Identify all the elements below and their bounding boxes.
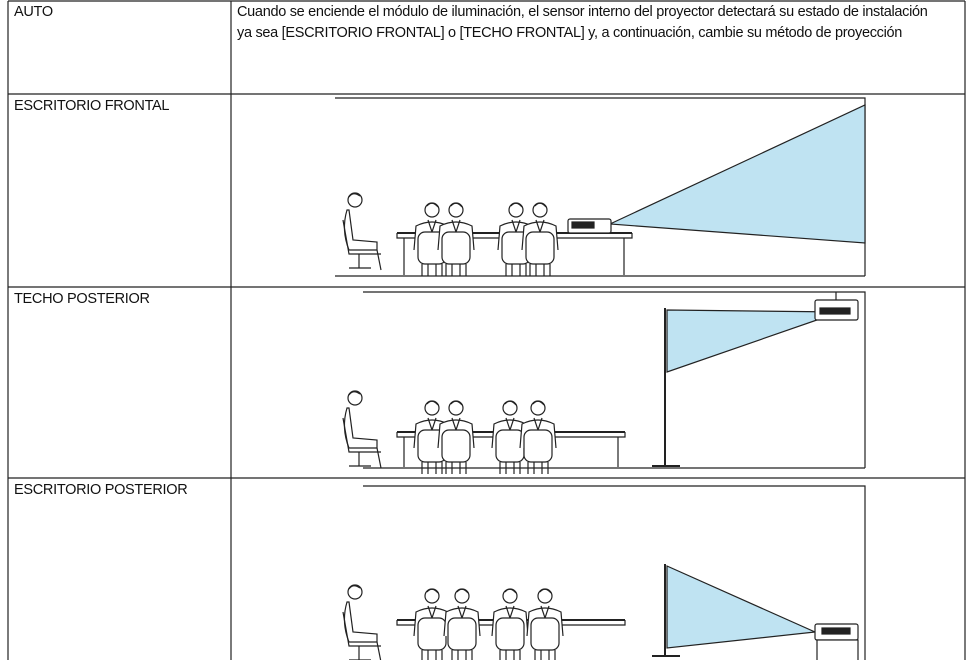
- desk-front-illustration: [335, 97, 866, 277]
- desk-rear-illustration: [342, 485, 866, 660]
- row-label: ESCRITORIO POSTERIOR: [14, 482, 188, 498]
- row-label: AUTO: [14, 4, 53, 20]
- row-label: ESCRITORIO FRONTAL: [14, 98, 170, 114]
- row-label: TECHO POSTERIOR: [14, 291, 150, 307]
- table-borders: [7, 0, 966, 660]
- row-description: Cuando se enciende el módulo de iluminac…: [237, 4, 928, 41]
- ceiling-rear-illustration: [342, 291, 866, 475]
